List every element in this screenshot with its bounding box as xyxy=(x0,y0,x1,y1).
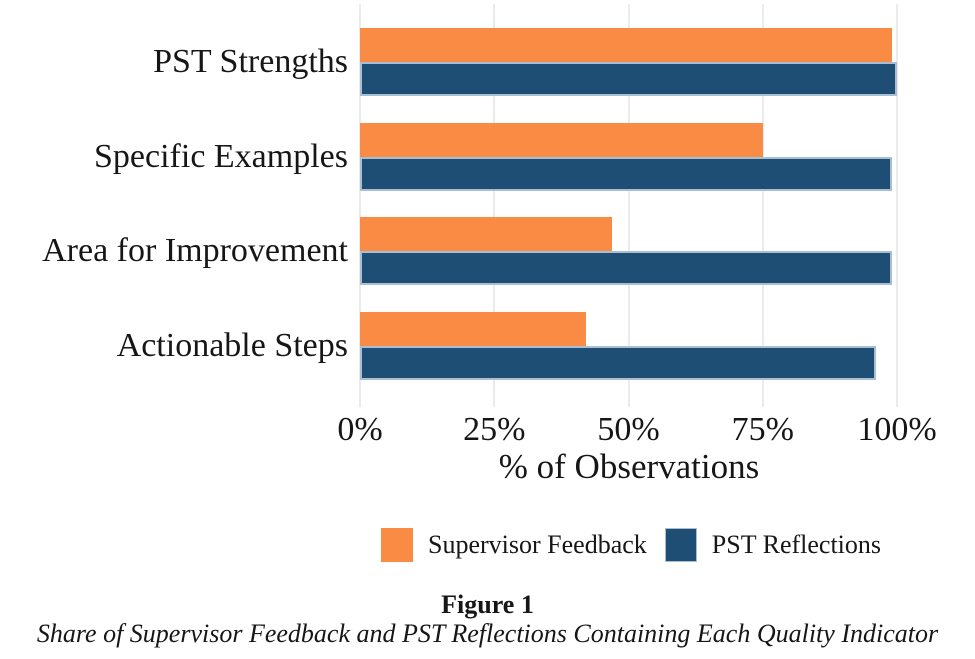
gridline xyxy=(761,4,764,407)
figure-label: Figure 1 xyxy=(441,590,534,619)
legend-swatch-supervisor-feedback xyxy=(381,528,413,562)
bar-pst-reflections xyxy=(360,62,897,96)
bar-pst-reflections xyxy=(360,346,876,380)
x-tick-label: 100% xyxy=(857,411,937,448)
bar-supervisor-feedback xyxy=(360,217,613,252)
bar-supervisor-feedback xyxy=(360,122,763,157)
gridline xyxy=(896,4,898,407)
category-label: PST Strengths xyxy=(153,43,348,80)
legend-swatch-pst-reflections xyxy=(664,528,697,562)
bar-supervisor-feedback xyxy=(360,312,586,346)
x-tick-label: 75% xyxy=(731,411,794,448)
category-label: Area for Improvement xyxy=(42,232,348,270)
plot-area xyxy=(359,4,898,407)
x-axis-title: % of Observations xyxy=(498,447,760,486)
legend-item-pst-reflections: PST Reflections xyxy=(664,528,882,562)
gridline xyxy=(627,4,630,407)
legend-item-supervisor-feedback: Supervisor Feedback xyxy=(381,528,647,562)
gridline xyxy=(359,4,361,407)
category-label: Actionable Steps xyxy=(116,327,348,364)
figure-caption: Share of Supervisor Feedback and PST Ref… xyxy=(36,619,939,648)
legend-label-pst-reflections: PST Reflections xyxy=(711,530,882,559)
gridline xyxy=(493,4,496,407)
legend: Supervisor Feedback PST Reflections xyxy=(381,528,881,562)
x-tick-label: 50% xyxy=(597,411,660,448)
legend-label-supervisor-feedback: Supervisor Feedback xyxy=(428,530,647,559)
category-label: Specific Examples xyxy=(94,137,348,175)
bar-pst-reflections xyxy=(360,156,892,191)
bar-supervisor-feedback xyxy=(360,28,892,62)
bar-pst-reflections xyxy=(360,251,892,286)
x-tick-label: 0% xyxy=(337,411,383,448)
x-tick-label: 25% xyxy=(463,411,526,448)
